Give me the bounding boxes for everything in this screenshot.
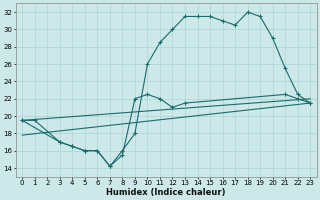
X-axis label: Humidex (Indice chaleur): Humidex (Indice chaleur) bbox=[107, 188, 226, 197]
